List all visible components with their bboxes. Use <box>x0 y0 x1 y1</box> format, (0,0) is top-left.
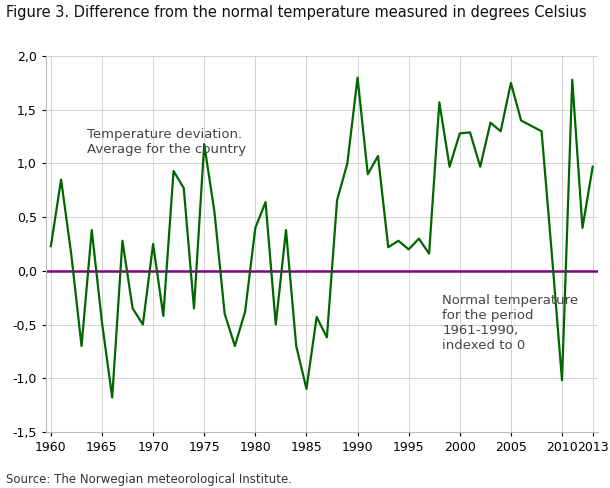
Text: Normal temperature
for the period
1961-1990,
indexed to 0: Normal temperature for the period 1961-1… <box>442 294 578 352</box>
Text: Figure 3. Difference from the normal temperature measured in degrees Celsius: Figure 3. Difference from the normal tem… <box>6 5 587 20</box>
Text: Temperature deviation.
Average for the country: Temperature deviation. Average for the c… <box>87 128 246 156</box>
Text: Source: The Norwegian meteorological Institute.: Source: The Norwegian meteorological Ins… <box>6 472 292 486</box>
